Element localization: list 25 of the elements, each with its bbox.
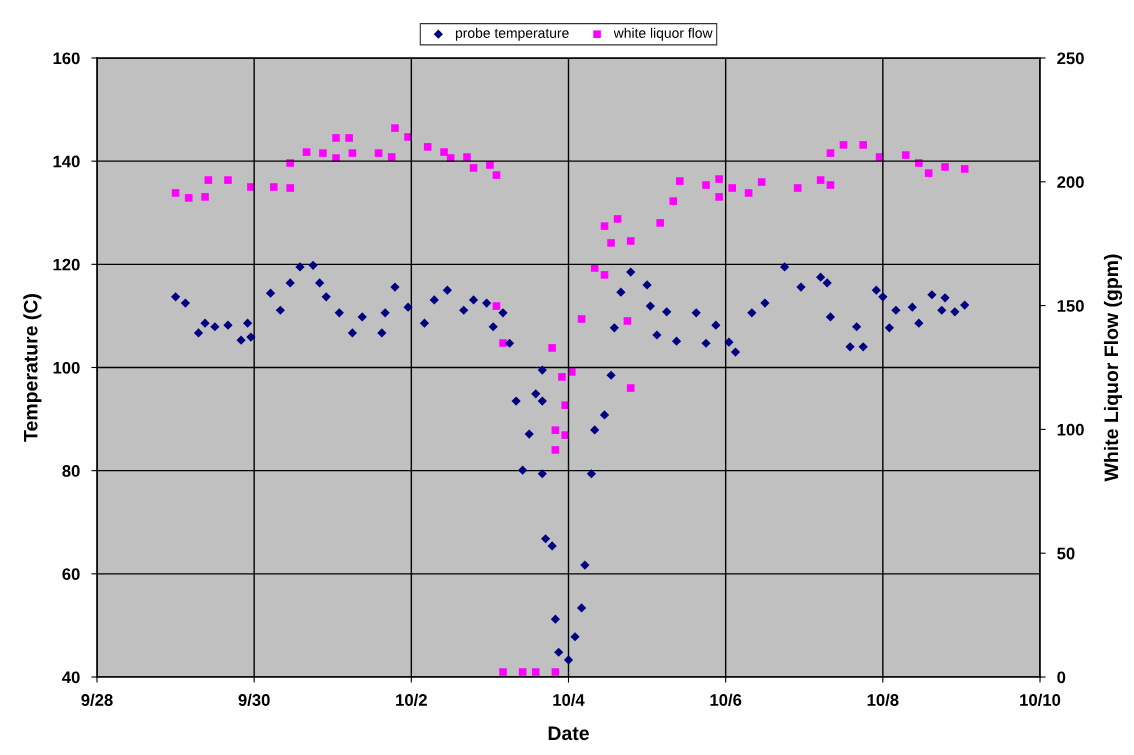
y2-tick-label: 100 (1057, 423, 1084, 436)
x-tick-label: 10/10 (1020, 693, 1061, 707)
legend-label: white liquor flow (613, 27, 713, 41)
y-tick-label: 60 (62, 568, 80, 581)
y2-axis-title: White Liquor Flow (gpm) (1103, 254, 1123, 482)
x-tick-label: 9/28 (81, 693, 113, 707)
x-tick-label: 10/6 (710, 693, 742, 707)
y-tick-label: 160 (53, 52, 80, 65)
legend-label: probe temperature (455, 27, 569, 41)
y-tick-label: 80 (62, 465, 80, 477)
y-tick-label: 120 (53, 258, 80, 271)
y2-tick-label: 250 (1057, 52, 1084, 65)
x-tick-label: 10/2 (396, 693, 427, 707)
y-tick-label: 40 (62, 671, 80, 684)
y2-tick-label: 200 (1057, 176, 1084, 188)
y-axis-title: Temperature (C) (23, 294, 42, 442)
y2-tick-label: 0 (1057, 671, 1066, 684)
y2-tick-label: 150 (1057, 300, 1084, 312)
y2-tick-label: 50 (1057, 547, 1075, 560)
x-tick-label: 9/30 (238, 693, 270, 707)
x-tick-label: 10/4 (553, 693, 585, 707)
x-axis-title: Date (548, 726, 589, 741)
y-tick-label: 100 (53, 361, 80, 374)
x-tick-label: 10/8 (867, 693, 899, 707)
y-tick-label: 140 (53, 155, 80, 168)
